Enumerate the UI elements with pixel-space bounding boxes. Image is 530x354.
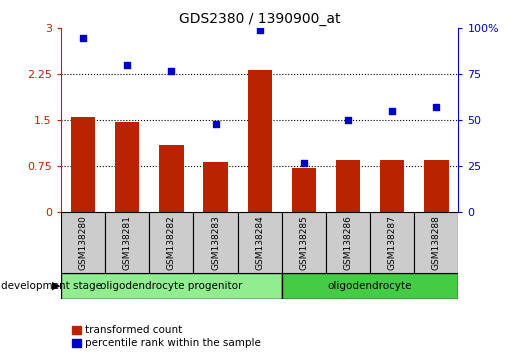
Text: GSM138280: GSM138280 [78,215,87,270]
Text: oligodendrocyte: oligodendrocyte [328,281,412,291]
Bar [115,121,139,212]
Bar [282,212,326,273]
Bar [326,212,370,273]
Bar [61,212,105,273]
Bar [370,212,414,273]
Bar [292,168,316,212]
Title: GDS2380 / 1390900_at: GDS2380 / 1390900_at [179,12,340,26]
Point [211,121,220,127]
Text: GSM138284: GSM138284 [255,215,264,270]
Point [388,108,396,114]
Bar [237,212,282,273]
Bar [282,273,458,299]
Point [123,62,131,68]
Text: development stage: development stage [1,281,102,291]
Text: GSM138288: GSM138288 [432,215,441,270]
Point [79,35,87,40]
Bar [159,145,183,212]
Text: percentile rank within the sample: percentile rank within the sample [85,338,261,348]
Text: oligodendrocyte progenitor: oligodendrocyte progenitor [100,281,243,291]
Bar [380,160,404,212]
Bar [424,160,448,212]
Text: GSM138286: GSM138286 [343,215,352,270]
Point [299,160,308,166]
Text: GSM138282: GSM138282 [167,215,176,270]
Bar [248,70,272,212]
Point [167,68,175,74]
Point [432,105,440,110]
Bar [61,273,282,299]
Bar [71,117,95,212]
Bar [149,212,193,273]
Text: ▶: ▶ [52,281,60,291]
Bar [414,212,458,273]
Text: GSM138287: GSM138287 [388,215,396,270]
Bar [193,212,237,273]
Text: GSM138283: GSM138283 [211,215,220,270]
Text: GSM138281: GSM138281 [123,215,131,270]
Point [255,27,264,33]
Bar [336,160,360,212]
Bar [105,212,149,273]
Bar [204,162,228,212]
Point [344,118,352,123]
Text: transformed count: transformed count [85,325,182,335]
Text: GSM138285: GSM138285 [299,215,308,270]
